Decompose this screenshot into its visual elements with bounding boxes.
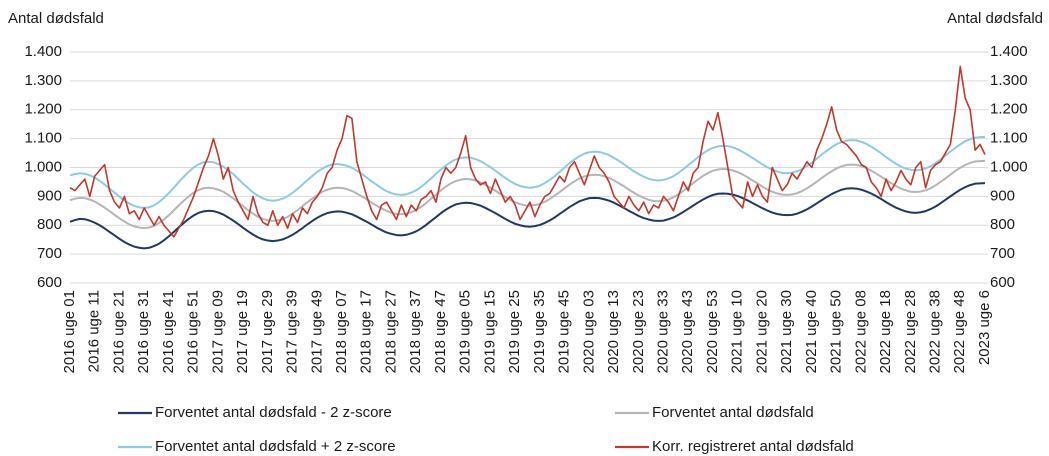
y2-tick-label: 900 [990, 187, 1015, 204]
y-tick-label: 700 [37, 245, 62, 262]
legend-label: Forventet antal dødsfald + 2 z-score [155, 438, 396, 455]
y-tick-label: 800 [37, 216, 62, 233]
y-tick-label: 1.400 [24, 43, 62, 60]
x-tick-label: 2018 uge 37 [407, 290, 424, 373]
legend-label: Korr. registreret antal dødsfald [652, 438, 854, 455]
x-tick-label: 2017 uge 19 [234, 290, 251, 373]
x-tick-label: 2016 uge 11 [86, 290, 103, 372]
line [69, 159, 986, 230]
legend-label: Forventet antal dødsfald [652, 404, 814, 421]
y2-tick-label: 700 [990, 245, 1015, 262]
x-tick-label: 2023 uge 6 [976, 290, 993, 365]
y-tick-label: 1.200 [24, 101, 62, 118]
x-tick-label: 2020 uge 23 [630, 290, 647, 373]
x-tick-label: 2019 uge 15 [481, 290, 498, 373]
x-tick-label: 2017 uge 49 [308, 290, 325, 373]
x-tick-label: 2021 uge 10 [729, 290, 746, 373]
x-tick-label: 2017 uge 09 [209, 290, 226, 373]
x-tick-label: 2021 uge 30 [778, 290, 795, 373]
line [69, 65, 986, 238]
x-tick-label: 2022 uge 18 [877, 290, 894, 373]
x-tick-label: 2019 uge 25 [506, 290, 523, 373]
x-tick-label: 2016 uge 31 [135, 290, 152, 373]
x-tick-label: 2018 uge 47 [432, 290, 449, 373]
x-tick-label: 2019 uge 45 [556, 290, 573, 373]
y-tick-label: 900 [37, 187, 62, 204]
x-tick-label: 2020 uge 33 [654, 290, 671, 373]
x-tick-label: 2018 uge 17 [358, 290, 375, 373]
y-tick-label: 600 [37, 274, 62, 291]
line [69, 182, 986, 250]
y2-tick-label: 1.000 [990, 158, 1028, 175]
x-tick-label: 2019 uge 35 [531, 290, 548, 373]
y-axis-label: Antal dødsfald [8, 10, 104, 27]
y2-tick-label: 1.100 [990, 130, 1028, 147]
x-tick-label: 2020 uge 13 [605, 290, 622, 373]
x-tick-label: 2019 uge 05 [457, 290, 474, 373]
y2-axis-label: Antal dødsfald [947, 10, 1043, 27]
y2-tick-label: 1.400 [990, 43, 1028, 60]
x-tick-label: 2016 uge 21 [110, 290, 127, 373]
y2-tick-label: 800 [990, 216, 1015, 233]
y-tick-label: 1.100 [24, 130, 62, 147]
x-tick-label: 2020 uge 03 [580, 290, 597, 373]
y2-tick-label: 1.200 [990, 101, 1028, 118]
y-tick-label: 1.300 [24, 72, 62, 89]
y2-tick-label: 600 [990, 274, 1015, 291]
x-tick-label: 2021 uge 40 [803, 290, 820, 373]
x-tick-label: 2017 uge 39 [284, 290, 301, 373]
x-tick-label: 2018 uge 07 [333, 290, 350, 373]
x-tick-label: 2022 uge 48 [951, 290, 968, 373]
x-tick-label: 2020 uge 53 [704, 290, 721, 373]
y-tick-label: 1.000 [24, 158, 62, 175]
legend-label: Forventet antal dødsfald - 2 z-score [155, 404, 392, 421]
x-tick-label: 2022 uge 38 [927, 290, 944, 373]
x-tick-label: 2018 uge 27 [382, 290, 399, 373]
y2-tick-label: 1.300 [990, 72, 1028, 89]
x-tick-label: 2016 uge 01 [61, 290, 78, 373]
x-tick-label: 2022 uge 28 [902, 290, 919, 373]
x-tick-label: 2021 uge 50 [828, 290, 845, 373]
x-tick-label: 2021 uge 20 [753, 290, 770, 373]
x-tick-label: 2017 uge 29 [259, 290, 276, 373]
x-tick-label: 2020 uge 43 [679, 290, 696, 373]
x-tick-label: 2022 uge 08 [852, 290, 869, 373]
x-tick-label: 2016 uge 41 [160, 290, 177, 373]
x-tick-label: 2016 uge 51 [185, 290, 202, 373]
line [69, 135, 986, 209]
